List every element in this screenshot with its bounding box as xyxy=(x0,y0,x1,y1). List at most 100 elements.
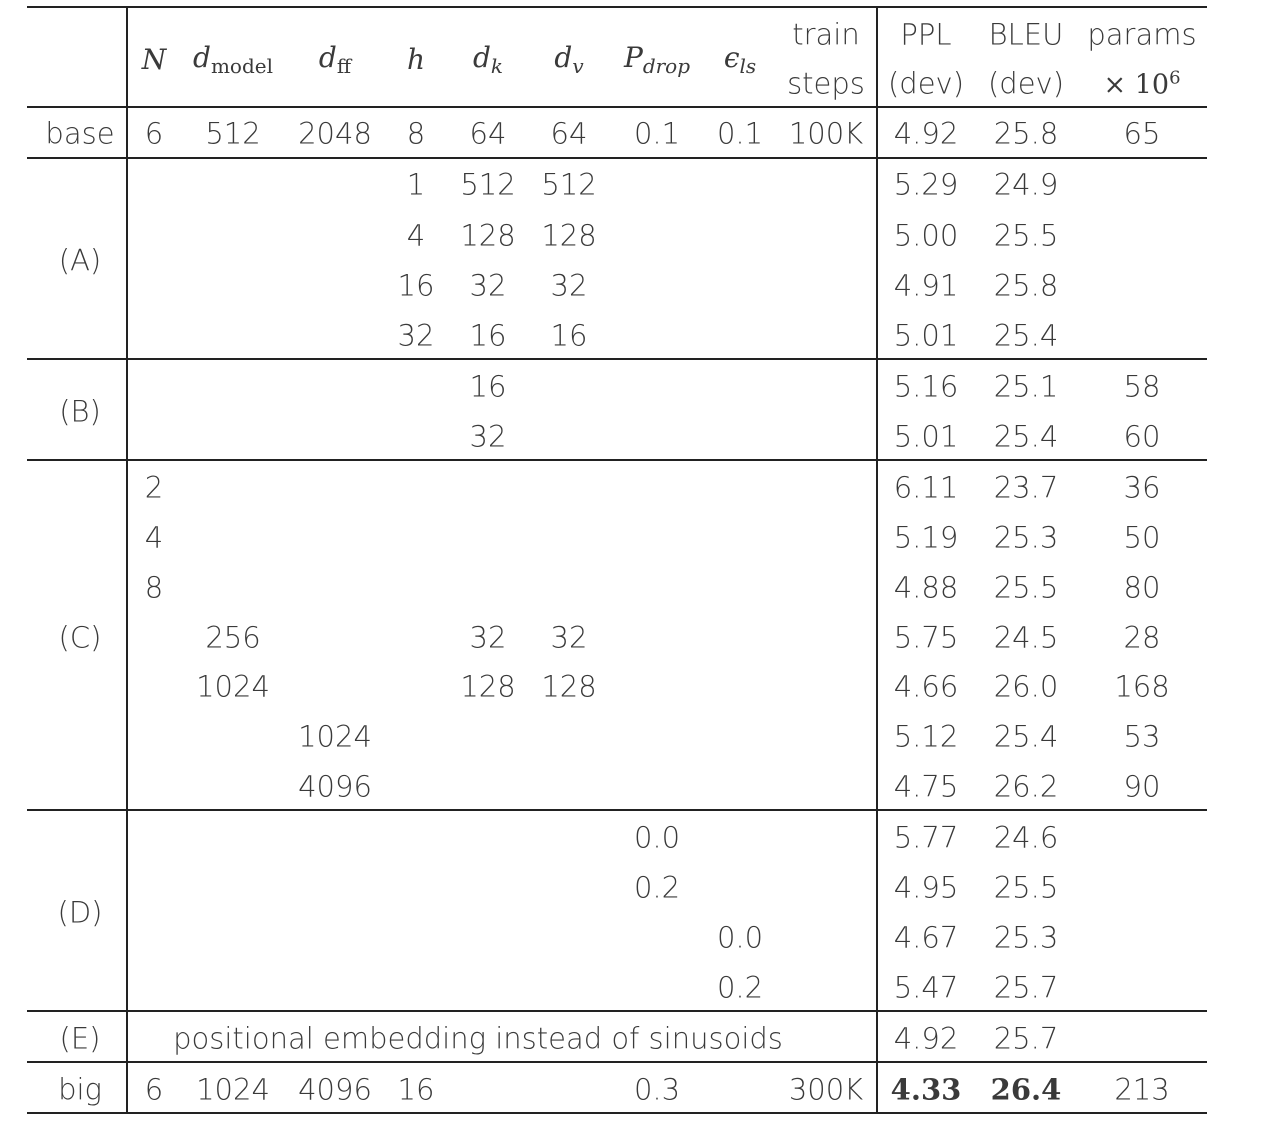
table-rule-3 xyxy=(27,358,1207,360)
row-c-5-params: 168 xyxy=(1114,669,1170,704)
header-dk-symbol: d xyxy=(472,41,491,74)
column-divider-1 xyxy=(876,6,878,1112)
row-a-2-dk: 128 xyxy=(460,218,516,253)
table-rule-4 xyxy=(27,459,1207,461)
base-row-dff: 2048 xyxy=(298,116,372,151)
row-d-4-bleu: 25.7 xyxy=(993,970,1059,1005)
row-c-7-ppl: 4.75 xyxy=(893,769,959,804)
header-dv: dv xyxy=(554,41,584,78)
row-d-3-bleu: 25.3 xyxy=(993,920,1059,955)
base-row-els: 0.1 xyxy=(716,116,764,151)
row-e-ppl: 4.92 xyxy=(893,1021,959,1056)
row-c-5-ppl: 4.66 xyxy=(893,669,959,704)
row-c-3-bleu: 25.5 xyxy=(993,570,1059,605)
table-rule-5 xyxy=(27,809,1207,811)
row-c-1-bleu: 23.7 xyxy=(993,470,1059,505)
base-row-steps: 100K xyxy=(788,116,864,151)
row-b-1-params: 58 xyxy=(1123,369,1161,404)
header-dmodel-subscript: model xyxy=(210,54,273,78)
header-dff-symbol: d xyxy=(318,41,337,74)
header-dmodel: dmodel xyxy=(193,41,273,78)
row-c-3-N: 8 xyxy=(144,570,164,605)
row-a-2-ppl: 5.00 xyxy=(893,218,959,253)
table-rule-6 xyxy=(27,1010,1207,1012)
big-row-steps: 300K xyxy=(788,1072,864,1107)
row-a-1-bleu: 24.9 xyxy=(993,167,1059,202)
row-d-4-ppl: 5.47 xyxy=(893,970,959,1005)
row-e-bleu: 25.7 xyxy=(993,1021,1059,1056)
row-c-4-dmodel: 256 xyxy=(205,620,261,655)
header-ppl-line2: (dev) xyxy=(887,66,965,101)
header-pdrop-subscript: drop xyxy=(642,54,691,78)
header-pdrop: Pdrop xyxy=(624,44,691,78)
row-c-1-ppl: 6.11 xyxy=(893,470,959,505)
table-rule-2 xyxy=(27,157,1207,159)
row-c-5-dmodel: 1024 xyxy=(196,669,270,704)
row-a-1-dk: 512 xyxy=(460,167,516,202)
row-d-2-ppl: 4.95 xyxy=(893,870,959,905)
header-els-subscript: ls xyxy=(739,54,757,78)
row-c-1-params: 36 xyxy=(1123,470,1161,505)
base-row-pdrop: 0.1 xyxy=(633,116,681,151)
row-a-4-dv: 16 xyxy=(550,318,588,353)
row-c-4-params: 28 xyxy=(1123,620,1161,655)
base-row-dv: 64 xyxy=(550,116,588,151)
header-els-symbol: ϵ xyxy=(723,41,740,74)
row-a-4-bleu: 25.4 xyxy=(993,318,1059,353)
row-c-2-ppl: 5.19 xyxy=(893,520,959,555)
header-els: ϵls xyxy=(723,41,757,78)
header-dv-subscript: v xyxy=(572,54,584,78)
header-ppl-line1: PPL xyxy=(900,17,952,52)
header-params-line1: params xyxy=(1087,17,1197,52)
row-c-6-params: 53 xyxy=(1123,719,1161,754)
row-d-3-ppl: 4.67 xyxy=(893,920,959,955)
power-base: 10 xyxy=(1134,69,1170,101)
header-params-line2: × 106 xyxy=(1103,67,1181,101)
table-rule-7 xyxy=(27,1061,1207,1063)
base-row-bleu: 25.8 xyxy=(993,116,1059,151)
row-c-4-dv: 32 xyxy=(550,620,588,655)
row-c-3-ppl: 4.88 xyxy=(893,570,959,605)
row-a-4-dk: 16 xyxy=(469,318,507,353)
row-a-3-ppl: 4.91 xyxy=(893,268,959,303)
row-c-5-dv: 128 xyxy=(541,669,597,704)
header-n: N xyxy=(141,43,167,76)
row-d-2-pdrop: 0.2 xyxy=(633,870,681,905)
row-a-3-h: 16 xyxy=(397,268,435,303)
base-row-N: 6 xyxy=(144,116,164,151)
big-row-ppl: 4.33 xyxy=(890,1072,962,1107)
header-dv-symbol: d xyxy=(554,41,573,74)
group-label-a: (A) xyxy=(58,243,102,278)
big-row-bleu: 26.4 xyxy=(990,1072,1062,1107)
row-d-1-bleu: 24.6 xyxy=(993,820,1059,855)
row-b-2-ppl: 5.01 xyxy=(893,419,959,454)
row-a-4-ppl: 5.01 xyxy=(893,318,959,353)
row-c-6-dff: 1024 xyxy=(298,719,372,754)
table-rule-8 xyxy=(27,1112,1207,1114)
big-row-params: 213 xyxy=(1114,1072,1170,1107)
group-label-d: (D) xyxy=(57,895,103,930)
row-c-4-ppl: 5.75 xyxy=(893,620,959,655)
row-c-3-params: 80 xyxy=(1123,570,1161,605)
row-d-2-bleu: 25.5 xyxy=(993,870,1059,905)
row-b-1-ppl: 5.16 xyxy=(893,369,959,404)
header-h: h xyxy=(406,43,426,76)
base-row-params: 65 xyxy=(1123,116,1161,151)
base-row-dmodel: 512 xyxy=(205,116,261,151)
row-d-1-pdrop: 0.0 xyxy=(633,820,681,855)
row-c-5-dk: 128 xyxy=(460,669,516,704)
row-c-2-params: 50 xyxy=(1123,520,1161,555)
row-c-2-bleu: 25.3 xyxy=(993,520,1059,555)
row-a-4-h: 32 xyxy=(397,318,435,353)
power-exponent: 6 xyxy=(1169,67,1181,89)
big-row-dmodel: 1024 xyxy=(196,1072,270,1107)
base-row-dk: 64 xyxy=(469,116,507,151)
big-row-h: 16 xyxy=(397,1072,435,1107)
header-dmodel-symbol: d xyxy=(193,41,211,74)
table-rule-1 xyxy=(27,106,1207,108)
header-train-line1: train xyxy=(792,17,860,52)
row-a-3-dk: 32 xyxy=(469,268,507,303)
row-b-2-dk: 32 xyxy=(469,419,507,454)
header-dk: dk xyxy=(472,41,503,77)
